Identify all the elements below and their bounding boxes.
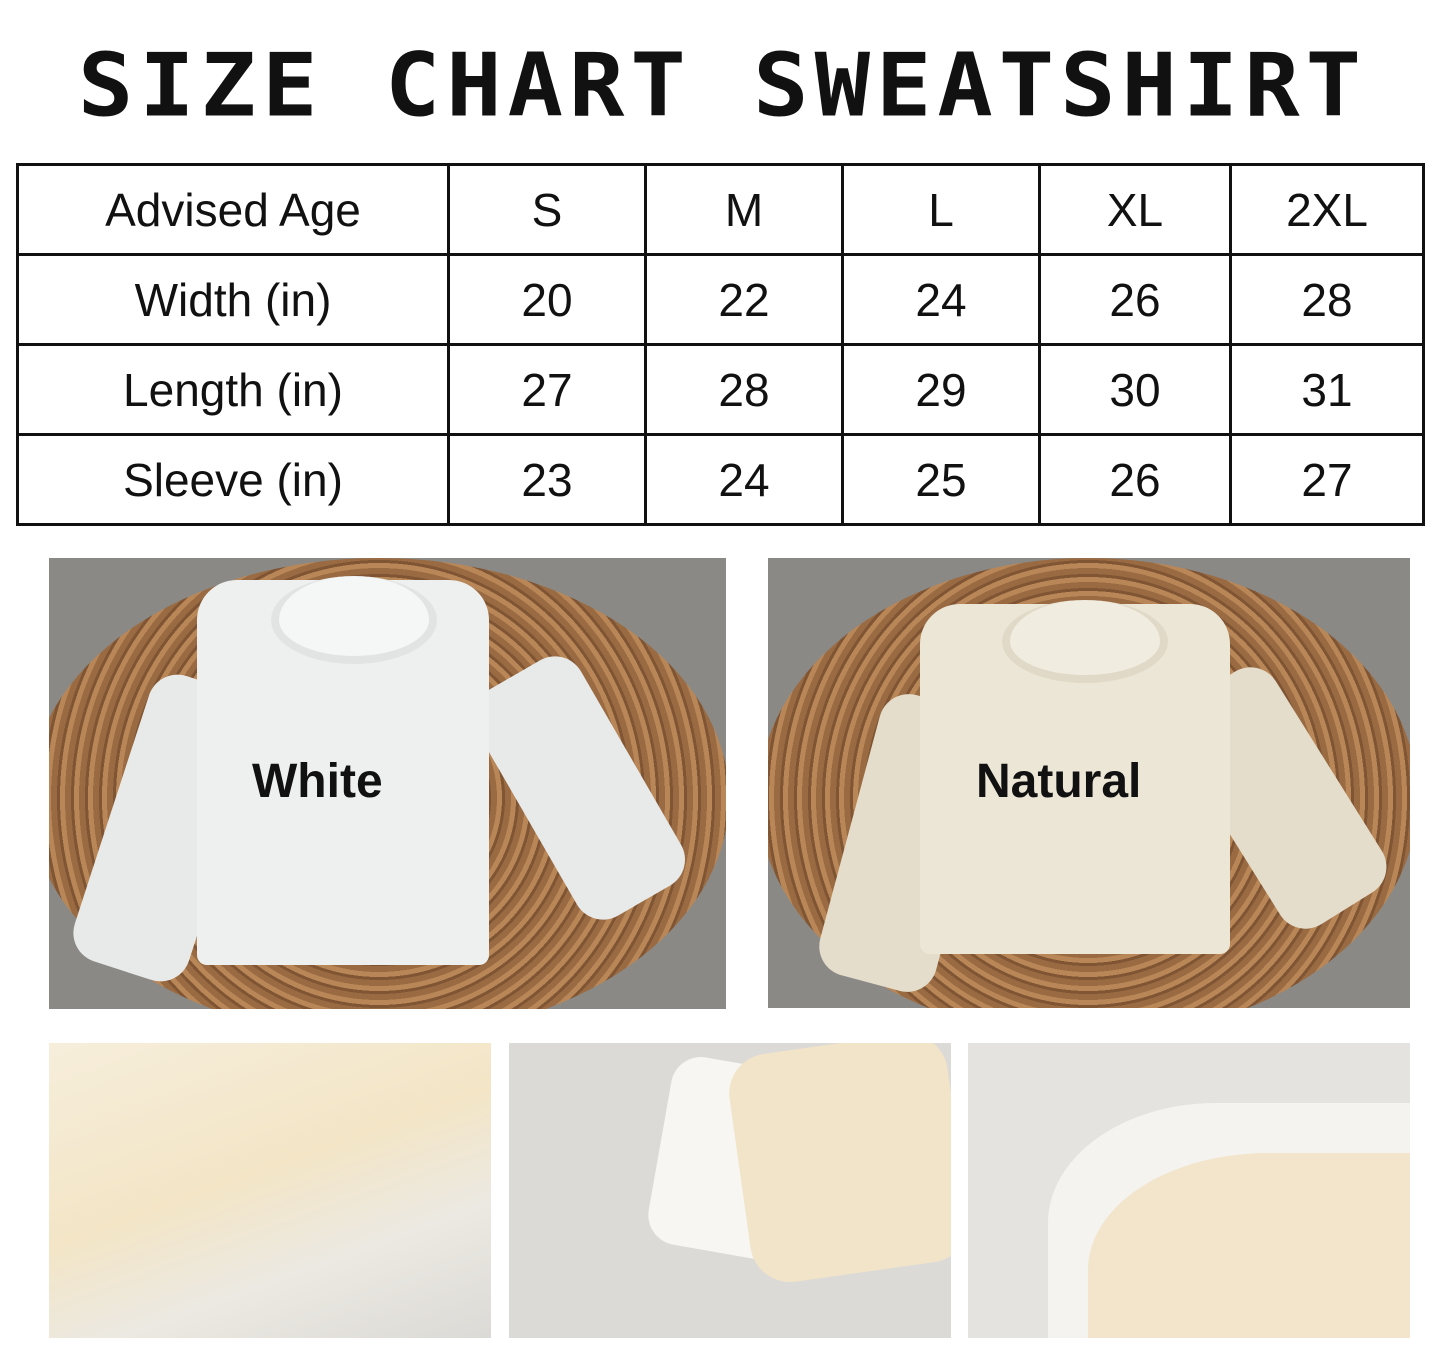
table-cell: 28 xyxy=(1229,253,1425,346)
table-cell: 26 xyxy=(1038,253,1232,346)
table-row: Width (in) 20 22 24 26 28 xyxy=(16,253,1425,346)
collar xyxy=(1002,600,1168,683)
white-sweatshirt-photo: White xyxy=(49,558,726,1009)
table-header-cell: Advised Age xyxy=(16,163,450,256)
natural-sweatshirt-photo: Natural xyxy=(768,558,1410,1008)
table-cell: 27 xyxy=(1229,433,1425,526)
page-title: SIZE CHART SWEATSHIRT xyxy=(77,34,1368,137)
table-header-row: Advised Age S M L XL 2XL xyxy=(16,163,1425,256)
table-cell: 20 xyxy=(447,253,647,346)
table-row: Sleeve (in) 23 24 25 26 27 xyxy=(16,433,1425,526)
collar-label-detail-photo xyxy=(968,1043,1410,1338)
table-header-cell: L xyxy=(841,163,1041,256)
collar xyxy=(271,576,437,664)
table-cell: 24 xyxy=(841,253,1041,346)
size-chart-table: Advised Age S M L XL 2XL Width (in) 20 2… xyxy=(16,163,1425,526)
table-row-label: Length (in) xyxy=(16,343,450,436)
cuff-detail-photo xyxy=(49,1043,491,1338)
table-cell: 30 xyxy=(1038,343,1232,436)
sleeve-comparison-photo xyxy=(509,1043,951,1338)
table-cell: 27 xyxy=(447,343,647,436)
table-header-cell: 2XL xyxy=(1229,163,1425,256)
color-label: Natural xyxy=(976,755,1142,808)
table-cell: 22 xyxy=(644,253,844,346)
table-header-cell: M xyxy=(644,163,844,256)
table-row: Length (in) 27 28 29 30 31 xyxy=(16,343,1425,436)
table-cell: 24 xyxy=(644,433,844,526)
table-header-cell: XL xyxy=(1038,163,1232,256)
table-cell: 31 xyxy=(1229,343,1425,436)
table-cell: 23 xyxy=(447,433,647,526)
table-header-cell: S xyxy=(447,163,647,256)
table-row-label: Sleeve (in) xyxy=(16,433,450,526)
table-cell: 29 xyxy=(841,343,1041,436)
natural-sleeve xyxy=(724,1043,951,1288)
color-label: White xyxy=(252,755,383,808)
table-row-label: Width (in) xyxy=(16,253,450,346)
table-cell: 26 xyxy=(1038,433,1232,526)
table-cell: 25 xyxy=(841,433,1041,526)
table-cell: 28 xyxy=(644,343,844,436)
